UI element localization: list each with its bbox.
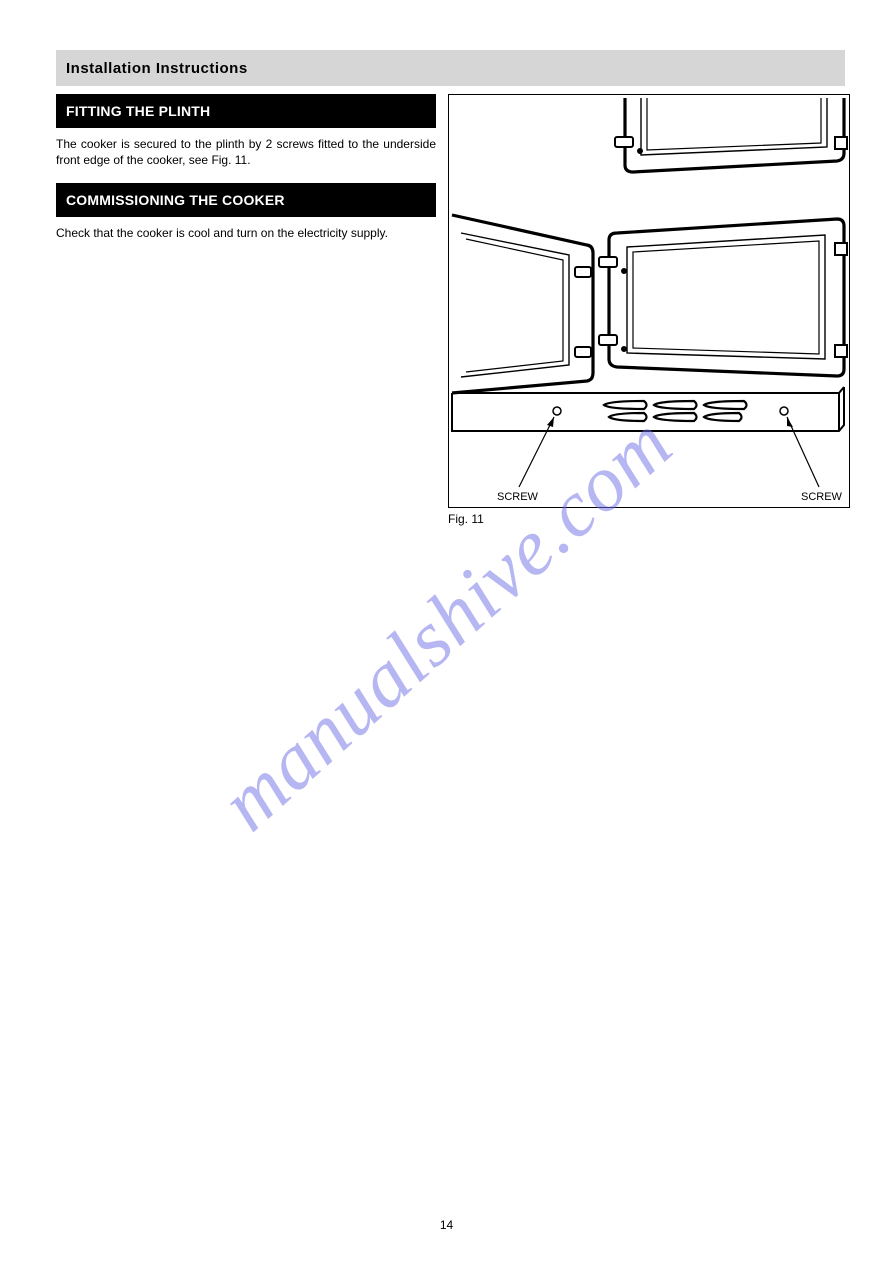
cooker-diagram-svg: SCREW SCREW <box>449 95 849 507</box>
label-screw-left: SCREW <box>497 491 539 503</box>
heading-fitting-plinth: FITTING THE PLINTH <box>56 94 436 128</box>
right-column: SCREW SCREW <box>436 94 850 526</box>
manual-page: Installation Instructions FITTING THE PL… <box>0 0 893 1262</box>
heading-commissioning: COMMISSIONING THE COOKER <box>56 183 436 217</box>
page-number: 14 <box>0 1218 893 1232</box>
label-screw-right: SCREW <box>801 491 843 503</box>
section-title: Installation Instructions <box>66 60 248 77</box>
figure-11: SCREW SCREW <box>448 94 850 508</box>
section-title-bar: Installation Instructions <box>56 50 845 86</box>
figure-caption: Fig. 11 <box>448 512 850 526</box>
text-fitting-plinth: The cooker is secured to the plinth by 2… <box>56 136 436 168</box>
content-row: FITTING THE PLINTH The cooker is secured… <box>56 94 845 526</box>
text-commissioning: Check that the cooker is cool and turn o… <box>56 225 436 241</box>
left-column: FITTING THE PLINTH The cooker is secured… <box>56 94 436 526</box>
